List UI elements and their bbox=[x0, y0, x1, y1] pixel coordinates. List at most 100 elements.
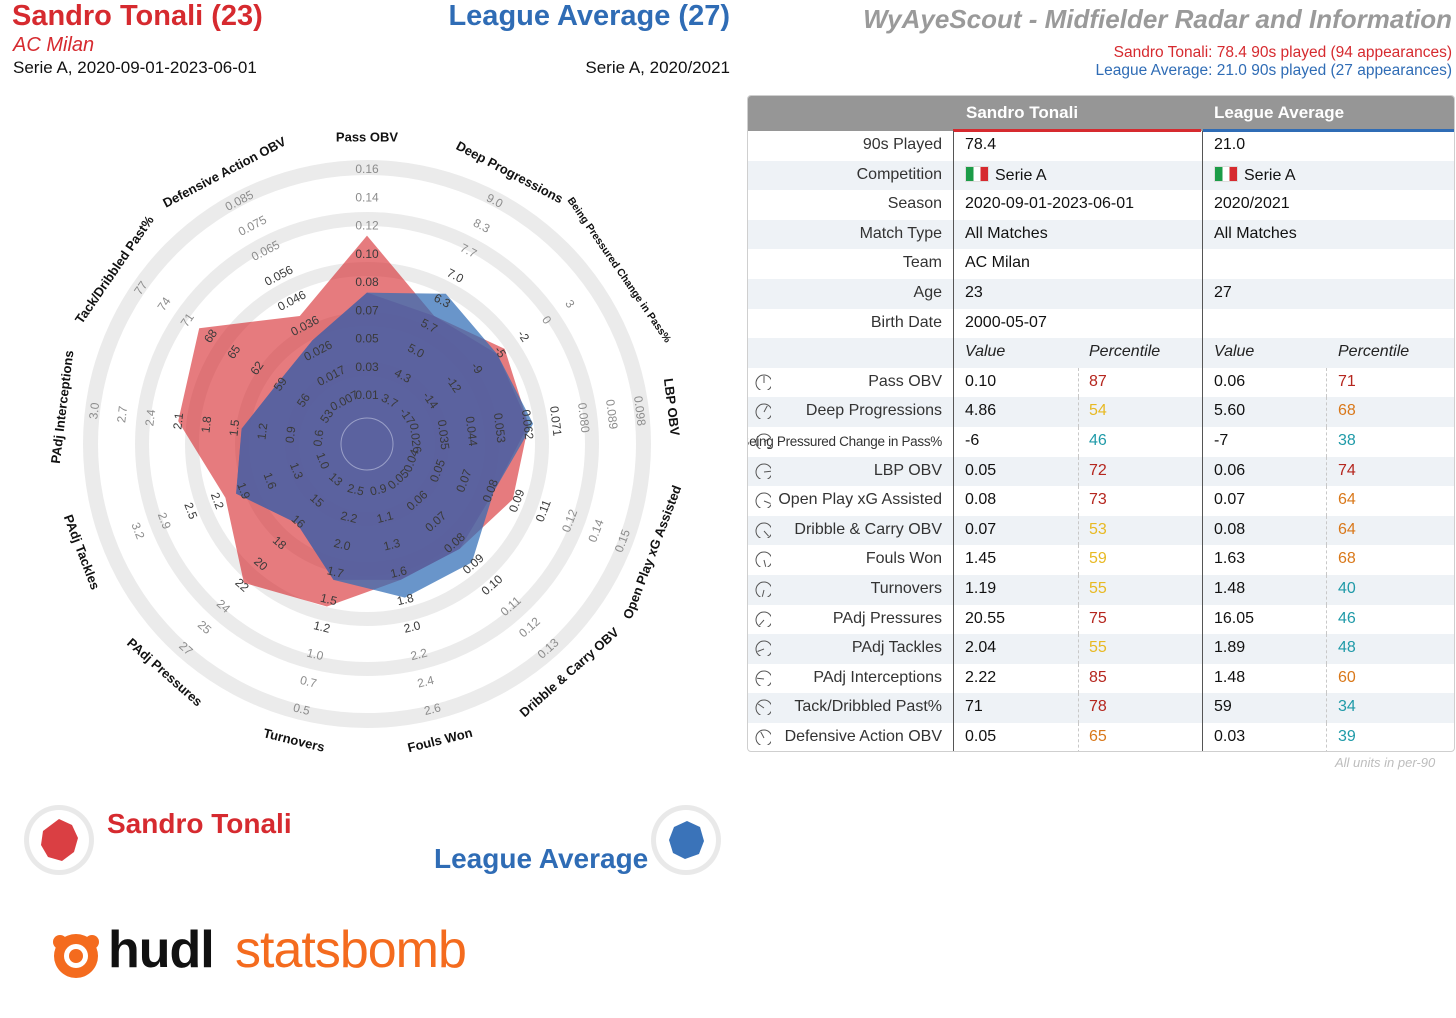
radar-tick-label: 0.053 bbox=[491, 412, 509, 444]
column-player: Sandro Tonali bbox=[966, 103, 1079, 122]
row-label: Birth Date bbox=[870, 313, 942, 331]
comparison-value: 1.48 bbox=[1214, 580, 1246, 597]
comparison-played-summary: League Average: 21.0 90s played (27 appe… bbox=[1095, 62, 1453, 79]
player-legend-label: Sandro Tonali bbox=[107, 808, 292, 839]
player-title: Sandro Tonali (23) bbox=[12, 0, 263, 32]
dashed-divider bbox=[1078, 427, 1079, 457]
metric-dial-icon bbox=[755, 699, 771, 716]
metric-dial-icon bbox=[755, 492, 771, 509]
comparison-column-accent bbox=[1203, 129, 1454, 132]
table-row: Fouls Won 1.45 59 1.63 68 bbox=[748, 545, 1454, 575]
radar-tick-label: 1.2 bbox=[312, 618, 332, 636]
player-value: -6 bbox=[965, 432, 980, 449]
radar-tick-label: 1.0 bbox=[313, 450, 332, 471]
table-row: 90s Played 78.4 21.0 bbox=[748, 131, 1454, 161]
dashed-divider bbox=[1326, 486, 1327, 516]
italy-flag-icon bbox=[1214, 165, 1238, 182]
radar-tick-label: 9.0 bbox=[484, 191, 506, 211]
radar-axis-label: Pass OBV bbox=[336, 129, 398, 144]
radar-tick-label: 2.2 bbox=[339, 508, 359, 526]
table-row: Pass OBV 0.10 87 0.06 71 bbox=[748, 367, 1454, 398]
radar-tick-label: 1.5 bbox=[319, 591, 339, 609]
radar-tick-label: 0.10 bbox=[355, 247, 379, 261]
player-percentile: 72 bbox=[1089, 461, 1107, 479]
radar-center-marker bbox=[340, 417, 394, 471]
radar-tick-label: 7.7 bbox=[458, 241, 480, 261]
comparison-value: 1.48 bbox=[1214, 668, 1246, 686]
comparison-value: 0.08 bbox=[1214, 520, 1246, 538]
metric-label: PAdj Pressures bbox=[832, 609, 942, 627]
table-row: Defensive Action OBV 0.05 65 0.03 39 bbox=[748, 723, 1454, 751]
radar-tick-label: 0.071 bbox=[547, 405, 565, 437]
row-label: Team bbox=[902, 254, 942, 272]
dashed-divider bbox=[1078, 545, 1079, 575]
table-row: Match Type All Matches All Matches bbox=[748, 219, 1454, 250]
dashed-divider bbox=[1078, 693, 1079, 723]
player-percentile: 55 bbox=[1089, 580, 1107, 597]
player-value: 1.45 bbox=[965, 550, 997, 568]
comparison-value: 0.06 bbox=[1214, 372, 1246, 390]
metric-dial-icon bbox=[755, 374, 771, 390]
dashed-divider bbox=[1326, 693, 1327, 723]
radar-tick-label: 2.5 bbox=[346, 481, 366, 499]
comparison-info-value: Serie A bbox=[1214, 165, 1296, 185]
stats-table: Sandro Tonali League Average 90s Played 7… bbox=[747, 95, 1455, 752]
dashed-divider bbox=[1078, 367, 1079, 398]
player-value: 71 bbox=[965, 698, 983, 716]
table-row: PAdj Tackles 2.04 55 1.89 48 bbox=[748, 634, 1454, 664]
player-percentile: 73 bbox=[1089, 491, 1107, 509]
radar-tick-label: 2.1 bbox=[170, 412, 186, 431]
radar-tick-label: 2.2 bbox=[409, 646, 429, 664]
table-row: Open Play xG Assisted 0.08 73 0.07 64 bbox=[748, 486, 1454, 516]
radar-chart: 0.01 0.03 0.05 0.07 0.08 0.10 0.12 0.14 0.16 3.7 4… bbox=[48, 129, 684, 755]
row-label: Season bbox=[887, 195, 942, 213]
metric-label: Defensive Action OBV bbox=[784, 728, 942, 745]
radar-tick-label: 0.08 bbox=[355, 275, 379, 289]
dashed-divider bbox=[1078, 456, 1079, 487]
radar-tick-label: 2.4 bbox=[142, 408, 158, 427]
comparison-value: 0.07 bbox=[1214, 491, 1246, 509]
radar-tick-label: 7.0 bbox=[445, 266, 467, 286]
player-percentile: 59 bbox=[1089, 550, 1107, 568]
comparison-legend-badge bbox=[651, 805, 721, 875]
radar-tick-label: 6.3 bbox=[432, 291, 454, 311]
radar-tick-label: 1.2 bbox=[255, 422, 271, 441]
radar-tick-label: 0.035 bbox=[435, 419, 453, 451]
table-row: Deep Progressions 4.86 54 5.60 68 bbox=[748, 397, 1454, 427]
radar-axis-label: PAdj Interceptions bbox=[48, 350, 77, 465]
radar-tick-label: 2.5 bbox=[181, 501, 200, 522]
player-percentile: 46 bbox=[1089, 432, 1107, 449]
comparison-value: 59 bbox=[1214, 698, 1232, 716]
comparison-percentile: 74 bbox=[1338, 461, 1356, 479]
row-label: Competition bbox=[856, 165, 942, 183]
radar-tick-label: 2.2 bbox=[208, 491, 227, 512]
radar-tick-label: 0.062 bbox=[519, 409, 537, 441]
radar-tick-label: 0.089 bbox=[603, 399, 621, 431]
metric-label: Tack/Dribbled Past% bbox=[794, 698, 942, 716]
radar-tick-label: 1.1 bbox=[375, 508, 395, 526]
metric-label: Fouls Won bbox=[865, 550, 942, 568]
dashed-divider bbox=[1078, 634, 1079, 664]
radar-tick-label: 2.6 bbox=[423, 700, 443, 718]
radar-tick-label: 2.9 bbox=[155, 511, 174, 532]
radar-tick-label: 1.9 bbox=[234, 481, 253, 502]
table-row: Age 23 27 bbox=[748, 279, 1454, 309]
table-row: LBP OBV 0.05 72 0.06 74 bbox=[748, 456, 1454, 487]
radar-tick-label: 0.7 bbox=[299, 673, 319, 691]
player-value: 2.04 bbox=[965, 639, 997, 657]
radar-tick-label: 0.026 bbox=[407, 422, 425, 454]
metric-dial-icon bbox=[755, 729, 771, 745]
player-info-value: 23 bbox=[965, 284, 983, 301]
table-header: Sandro Tonali League Average bbox=[748, 96, 1454, 131]
table-row: Competition Serie A Serie A bbox=[748, 160, 1454, 191]
radar-tick-label: 0.6 bbox=[311, 429, 327, 448]
dashed-divider bbox=[1078, 604, 1079, 635]
comparison-value: 0.03 bbox=[1214, 728, 1246, 745]
radar-tick-label: 0.098 bbox=[631, 395, 649, 427]
radar-tick-label: 1.8 bbox=[396, 591, 416, 609]
comparison-percentile: 60 bbox=[1338, 668, 1356, 686]
player-competition: Serie A, 2020-09-01-2023-06-01 bbox=[13, 58, 257, 77]
radar-tick-label: 5.0 bbox=[405, 341, 427, 361]
player-team: AC Milan bbox=[13, 34, 95, 56]
comparison-value: 1.63 bbox=[1214, 550, 1246, 568]
